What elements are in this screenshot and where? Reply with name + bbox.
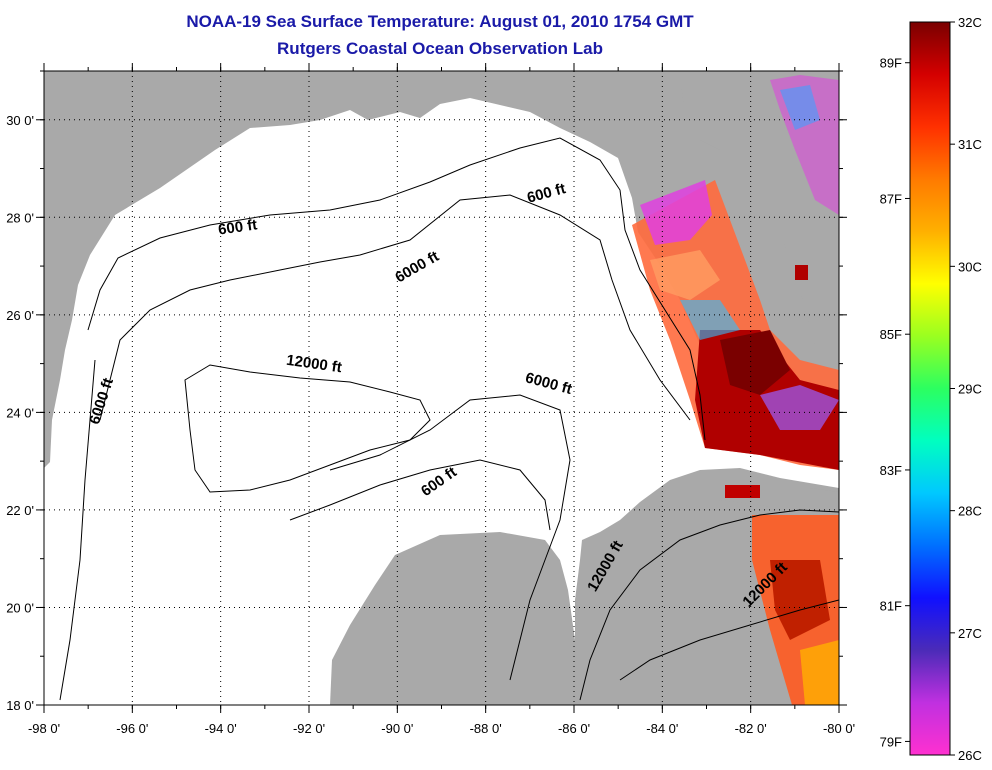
y-tick-label: 26 0'	[6, 308, 34, 323]
x-tick-label: -84 0'	[646, 721, 678, 736]
colorbar-celsius-label: 29C	[958, 382, 982, 397]
colorbar-celsius-label: 27C	[958, 626, 982, 641]
colorbar-celsius-label: 30C	[958, 259, 982, 274]
x-tick-label: -86 0'	[558, 721, 590, 736]
contour-coastal-west	[59, 359, 96, 701]
colorbar-fahrenheit-label: 83F	[880, 463, 902, 478]
contour-yucatan-channel	[579, 509, 839, 701]
colorbar-fahrenheit-label: 89F	[880, 56, 902, 71]
colorbar-fahrenheit-label: 87F	[880, 191, 902, 206]
contour-caribbean	[619, 599, 839, 681]
x-tick-label: -98 0'	[28, 721, 60, 736]
colorbar-gradient	[909, 21, 951, 756]
yucatan-landmass	[330, 532, 575, 705]
colorbar-fahrenheit-label: 81F	[880, 599, 902, 614]
contour-label: 600 ft	[217, 216, 258, 238]
colorbar-fahrenheit-label: 79F	[880, 734, 902, 749]
map-subtitle: Rutgers Coastal Ocean Observation Lab	[277, 39, 603, 58]
x-tick-label: -96 0'	[116, 721, 148, 736]
x-tick-label: -90 0'	[381, 721, 413, 736]
colorbar-celsius-label: 28C	[958, 504, 982, 519]
map-title: NOAA-19 Sea Surface Temperature: August …	[186, 12, 694, 31]
y-tick-label: 20 0'	[6, 600, 34, 615]
y-tick-label: 28 0'	[6, 210, 34, 225]
colorbar-celsius-label: 26C	[958, 748, 982, 763]
x-tick-label: -80 0'	[823, 721, 855, 736]
contour-600ft-shelf	[87, 137, 706, 441]
y-tick-label: 22 0'	[6, 503, 34, 518]
latitude-axis: 18 0' 20 0' 22 0' 24 0' 26 0' 28 0' 30 0'	[6, 70, 847, 713]
y-tick-label: 24 0'	[6, 405, 34, 420]
sst-swath	[632, 75, 839, 705]
x-tick-label: -92 0'	[293, 721, 325, 736]
x-tick-label: -94 0'	[205, 721, 237, 736]
x-tick-label: -82 0'	[735, 721, 767, 736]
x-tick-label: -88 0'	[470, 721, 502, 736]
colorbar-fahrenheit-label: 85F	[880, 327, 902, 342]
longitude-axis: -98 0' -96 0' -94 0' -92 0' -90 0' -88 0' -86 …	[28, 63, 855, 736]
colorbar-fahrenheit-ticks: 89F 87F 85F 83F 81F 79F	[880, 56, 910, 749]
y-tick-label: 30 0'	[6, 113, 34, 128]
colorbar: 32C 31C 30C 29C 28C 27C 26C 89F 87F 85F 83F 81F 79F	[880, 15, 982, 763]
y-tick-label: 18 0'	[6, 698, 34, 713]
colorbar-celsius-label: 32C	[958, 15, 982, 30]
graticule	[44, 71, 839, 705]
bathymetry-contours	[59, 137, 839, 701]
colorbar-celsius-ticks: 32C 31C 30C 29C 28C 27C 26C	[950, 15, 982, 763]
contour-600ft-yucatan	[289, 459, 551, 531]
contour-6000ft-east	[329, 394, 571, 681]
colorbar-celsius-label: 31C	[958, 137, 982, 152]
